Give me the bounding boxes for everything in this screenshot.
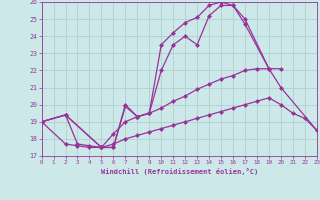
X-axis label: Windchill (Refroidissement éolien,°C): Windchill (Refroidissement éolien,°C) xyxy=(100,168,258,175)
